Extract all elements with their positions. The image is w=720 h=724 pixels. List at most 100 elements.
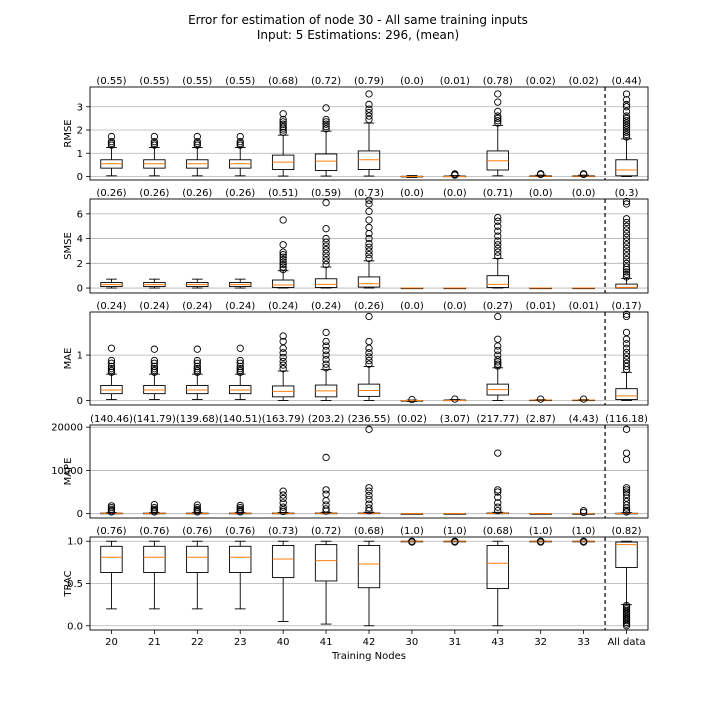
box: [314, 544, 338, 582]
outlier-point: [451, 170, 459, 178]
x-tick-label: 22: [191, 637, 204, 648]
y-tick-label: 0.0: [67, 621, 83, 632]
outlier-point: [451, 395, 459, 403]
outlier-point: [622, 114, 631, 123]
outlier-point: [322, 453, 330, 462]
mean-label: (0.26): [225, 188, 255, 199]
outlier-point: [322, 253, 330, 261]
mean-label: (0.0): [400, 301, 424, 312]
outlier-point: [322, 486, 330, 494]
outlier-point: [365, 108, 373, 117]
outlier-point: [279, 110, 287, 118]
outlier-point: [622, 312, 631, 321]
outlier-point: [622, 90, 631, 98]
outlier-point: [107, 365, 116, 373]
y-tick-label: 0: [77, 172, 83, 183]
outlier-point: [193, 139, 201, 148]
outlier-point: [365, 356, 373, 365]
y-tick-label: 6: [77, 209, 83, 220]
y-axis-label: SMSE: [63, 232, 74, 260]
outlier-point: [236, 365, 244, 373]
outlier-point: [622, 601, 631, 610]
mean-label: (0.55): [96, 76, 126, 87]
outlier-point: [279, 357, 287, 366]
mean-label: (0.76): [182, 526, 212, 537]
mean-label: (0.24): [182, 301, 212, 312]
mean-label: (0.3): [615, 188, 639, 199]
mean-label: (0.78): [483, 76, 513, 87]
mean-label: (2.87): [526, 414, 556, 425]
outlier-point: [622, 497, 631, 506]
outlier-point: [236, 368, 244, 376]
outlier-point: [494, 449, 502, 457]
panel-frame: [89, 424, 649, 519]
mean-label: (0.82): [611, 526, 641, 537]
outlier-point: [322, 122, 330, 131]
y-tick-label: 2: [77, 126, 83, 137]
outlier-point: [494, 119, 502, 127]
mean-label: (0.55): [225, 76, 255, 87]
mean-label: (0.72): [311, 76, 341, 87]
outlier-point: [494, 244, 502, 253]
outlier-point: [622, 506, 631, 514]
outlier-point: [279, 126, 287, 134]
outlier-point: [279, 263, 287, 271]
outlier-point: [150, 132, 159, 141]
outlier-point: [622, 270, 631, 279]
mean-label: (0.26): [139, 188, 169, 199]
outlier-point: [622, 484, 631, 492]
mean-label: (0.27): [483, 301, 513, 312]
mean-label: (0.51): [268, 188, 298, 199]
outlier-point: [622, 117, 631, 125]
outlier-point: [236, 366, 244, 375]
x-tick-label: 31: [448, 637, 461, 648]
outlier-point: [107, 368, 116, 376]
outlier-point: [365, 491, 373, 500]
outlier-point: [622, 96, 631, 104]
outlier-point: [279, 248, 287, 256]
outlier-point: [193, 362, 201, 371]
x-tick-label: 20: [105, 637, 118, 648]
outlier-point: [365, 495, 373, 504]
mean-label: (163.79): [262, 414, 305, 425]
outlier-point: [365, 223, 373, 232]
outlier-point: [279, 337, 287, 346]
outlier-point: [365, 425, 373, 433]
outlier-point: [622, 268, 631, 276]
outlier-point: [622, 200, 631, 208]
outlier-point: [622, 449, 631, 457]
outlier-point: [622, 222, 631, 230]
outlier-point: [622, 197, 631, 206]
outlier-point: [365, 207, 373, 216]
outlier-point: [279, 120, 287, 128]
outlier-point: [150, 345, 159, 353]
outlier-point: [322, 242, 330, 250]
outlier-point: [279, 115, 287, 124]
outlier-point: [494, 335, 502, 343]
outlier-point: [322, 120, 330, 128]
outlier-point: [279, 122, 287, 131]
outlier-point: [622, 119, 631, 127]
outlier-point: [193, 365, 201, 373]
outlier-point: [107, 359, 116, 367]
outlier-point: [494, 232, 502, 240]
outlier-point: [279, 251, 287, 259]
outlier-point: [622, 425, 631, 433]
outlier-point: [322, 505, 330, 513]
outlier-point: [494, 312, 502, 321]
x-tick-label: 33: [577, 637, 590, 648]
chart-title-line-1: Error for estimation of node 30 - All sa…: [188, 13, 528, 27]
y-tick-label: 10000: [51, 466, 83, 477]
outlier-point: [322, 246, 330, 254]
outlier-point: [622, 328, 631, 337]
outlier-point: [193, 501, 201, 509]
outlier-point: [193, 368, 201, 376]
outlier-point: [150, 137, 159, 146]
outlier-point: [494, 98, 502, 106]
outlier-point: [107, 366, 116, 375]
box: [486, 275, 509, 288]
outlier-point: [279, 503, 287, 511]
outlier-point: [279, 491, 287, 499]
